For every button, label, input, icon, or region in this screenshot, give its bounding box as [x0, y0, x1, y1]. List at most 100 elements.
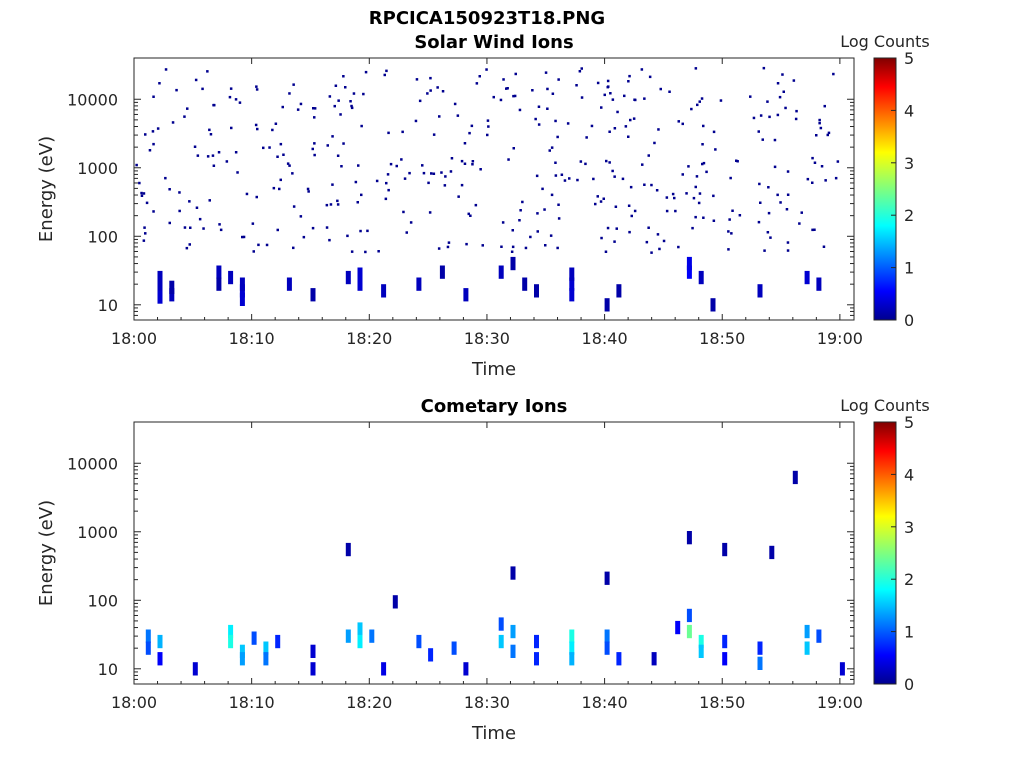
solar-wind-sparse-dots	[135, 66, 840, 254]
solar-wind-dot	[415, 78, 419, 81]
cometary-y-ticks: 10 100 1000 10000	[67, 454, 854, 685]
solar-wind-dot	[143, 226, 146, 229]
solar-wind-dot	[659, 87, 662, 91]
solar-wind-dot	[291, 172, 294, 175]
solar-wind-dot	[151, 130, 155, 133]
solar-wind-dot	[352, 92, 356, 95]
solar-wind-dot	[712, 130, 716, 134]
cometary-cell	[757, 656, 763, 670]
solar-wind-dot	[628, 74, 631, 78]
solar-wind-dot	[228, 95, 232, 99]
solar-wind-cell	[216, 265, 222, 279]
solar-wind-cell	[498, 265, 504, 279]
solar-wind-dot	[566, 122, 570, 125]
solar-wind-cell	[310, 288, 316, 302]
solar-wind-dot	[537, 123, 541, 126]
solar-wind-dot	[519, 209, 522, 212]
solar-wind-dot	[727, 230, 730, 233]
solar-wind-dot	[271, 128, 274, 132]
solar-wind-dot	[430, 172, 433, 175]
solar-wind-dot	[395, 164, 398, 168]
solar-wind-dot	[836, 160, 840, 163]
solar-wind-dot	[144, 133, 147, 136]
solar-wind-dot	[543, 208, 546, 211]
solar-wind-dot	[354, 180, 358, 184]
solar-wind-dot	[594, 202, 597, 206]
cometary-cell	[651, 652, 657, 666]
solar-wind-dot	[608, 161, 611, 164]
solar-wind-dot	[640, 68, 644, 71]
solar-wind-cell	[239, 277, 245, 291]
solar-wind-x-tick-label: 19:00	[817, 329, 863, 348]
solar-wind-dot	[815, 134, 818, 137]
solar-wind-dot	[606, 226, 610, 230]
solar-wind-dot	[387, 188, 390, 192]
cometary-cell	[534, 634, 539, 649]
cometary-cell	[145, 641, 151, 655]
solar-wind-dot	[409, 221, 413, 224]
solar-wind-dot	[256, 127, 259, 131]
cometary-cell	[769, 545, 775, 560]
solar-wind-dot	[691, 226, 694, 230]
solar-wind-dot	[471, 163, 474, 166]
solar-wind-dot	[281, 105, 284, 109]
cometary-cell	[510, 624, 516, 639]
solar-wind-dot	[331, 183, 334, 186]
solar-wind-dot	[175, 88, 178, 92]
solar-wind-cell	[816, 277, 822, 291]
solar-wind-dot	[443, 184, 447, 187]
solar-wind-dot	[432, 172, 436, 175]
solar-wind-dot	[502, 78, 505, 81]
solar-wind-dot	[712, 219, 716, 222]
solar-wind-dot	[632, 117, 636, 120]
solar-wind-dot	[643, 97, 646, 100]
solar-wind-dot	[702, 124, 705, 128]
solar-wind-cell	[439, 265, 445, 279]
solar-wind-dot	[446, 245, 450, 249]
solar-wind-dot	[364, 70, 368, 74]
solar-wind-x-ticks: 18:00 18:10 18:20 18:30 18:40 18:50 19:00	[111, 58, 863, 348]
solar-wind-dot	[580, 67, 583, 70]
cometary-x-tick-label: 19:00	[817, 693, 863, 712]
solar-wind-dot	[219, 228, 223, 232]
solar-wind-cell	[510, 256, 516, 271]
solar-wind-dot	[736, 160, 739, 163]
solar-wind-dot	[584, 162, 587, 166]
solar-wind-dot	[307, 190, 310, 193]
cometary-y-tick-label: 100	[87, 591, 118, 610]
solar-wind-dot	[387, 131, 390, 135]
solar-wind-dot	[183, 226, 187, 229]
cometary-colorbar-tick-label: 0	[904, 675, 914, 694]
solar-wind-dot	[641, 163, 644, 166]
solar-wind-dot	[596, 195, 599, 198]
cometary-cell	[428, 648, 434, 662]
solar-wind-dot	[311, 226, 315, 230]
solar-wind-dot	[422, 171, 426, 175]
solar-wind-dot	[534, 117, 537, 121]
solar-wind-dot	[357, 164, 360, 167]
solar-wind-dot	[506, 87, 509, 90]
solar-wind-dot	[479, 168, 482, 171]
solar-wind-dot	[342, 75, 345, 78]
solar-wind-dot	[211, 154, 215, 157]
solar-wind-title: Solar Wind Ions	[414, 32, 573, 53]
solar-wind-dot	[145, 201, 149, 205]
solar-wind-cell	[569, 267, 575, 281]
cometary-cell	[604, 641, 610, 655]
solar-wind-dot	[554, 119, 557, 123]
solar-wind-dot	[325, 203, 329, 207]
solar-wind-x-tick-label: 18:20	[346, 329, 392, 348]
solar-wind-dot	[507, 158, 510, 161]
solar-wind-dot	[556, 135, 559, 139]
solar-wind-dot	[647, 226, 650, 229]
solar-wind-dot	[437, 247, 441, 250]
cometary-colorbar	[874, 422, 896, 684]
solar-wind-dot	[544, 244, 547, 247]
solar-wind-dot	[800, 211, 803, 214]
solar-wind-dot	[702, 216, 705, 219]
cometary-cell	[310, 644, 316, 658]
solar-wind-dot	[405, 231, 408, 234]
solar-wind-dot	[541, 187, 544, 191]
solar-wind-dot	[556, 246, 559, 250]
solar-wind-dot	[188, 243, 191, 246]
